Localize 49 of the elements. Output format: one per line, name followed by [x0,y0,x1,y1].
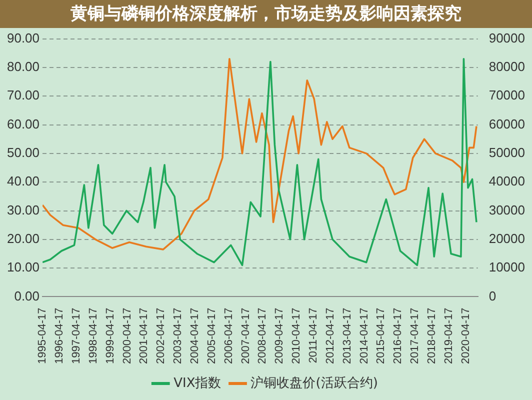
chart-title: 黄铜与磷铜价格深度解析，市场走势及影响因素探究 [0,0,532,28]
y-tick-label: 90.00 [6,30,40,46]
x-tick-label: 2015-04-17 [375,308,388,364]
x-tick-label: 2020-04-17 [460,308,472,364]
x-tick-label: 1997-04-17 [70,308,82,364]
y2-tick-label: 70000 [488,88,526,103]
x-tick-label: 2000-04-17 [121,308,134,364]
x-tick-label: 1996-04-17 [54,308,66,364]
x-tick-label: 2014-04-17 [358,308,370,364]
y2-tick-label: 20000 [488,230,526,246]
x-tick-label: 2009-04-17 [274,308,286,364]
x-tick-label: 2005-04-17 [206,308,218,364]
y-tick-label: 10.00 [6,260,40,275]
x-tick-label: 2008-04-17 [256,308,269,364]
x-tick-label: 1998-04-17 [87,308,100,364]
x-tick-label: 2013-04-17 [341,308,354,364]
y2-tick-label: 80000 [488,59,526,74]
y-tick-label: 20.00 [6,230,40,246]
y2-tick-label: 90000 [488,30,526,46]
y-tick-label: 40.00 [6,174,40,189]
x-tick-label: 2019-04-17 [442,308,455,364]
y-tick-label: 80.00 [6,59,40,74]
y-tick-label: 30.00 [6,202,40,218]
y2-tick-label: 30000 [488,202,526,218]
x-tick-label: 1995-04-17 [36,308,49,364]
y2-tick-label: 60000 [488,116,526,132]
x-tick-label: 2004-04-17 [188,308,201,364]
y-tick-label: 60.00 [6,116,40,132]
y2-tick-label: 40000 [488,174,526,189]
x-tick-label: 2007-04-17 [240,308,252,364]
x-tick-label: 2012-04-17 [324,308,336,364]
y2-tick-label: 10000 [488,260,526,275]
y2-tick-label: 0 [488,288,496,304]
x-tick-label: 2017-04-17 [409,308,422,364]
y2-tick-label: 50000 [488,145,526,160]
y-tick-label: 0.00 [14,288,40,304]
x-tick-label: 2001-04-17 [138,308,150,364]
legend-label: 沪铜收盘价(活跃合约) [250,374,378,391]
y-tick-label: 70.00 [6,88,40,103]
x-tick-label: 2016-04-17 [392,308,404,364]
legend-label: VIX指数 [174,376,222,391]
x-tick-label: 2002-04-17 [155,308,168,364]
x-tick-label: 2010-04-17 [290,308,303,364]
x-tick-label: 2003-04-17 [172,308,184,364]
x-tick-label: 2006-04-17 [222,308,235,364]
x-tick-label: 2011-04-17 [307,308,320,364]
x-tick-label: 2018-04-17 [426,308,438,364]
x-tick-label: 1999-04-17 [104,308,116,364]
y-tick-label: 50.00 [6,145,40,160]
